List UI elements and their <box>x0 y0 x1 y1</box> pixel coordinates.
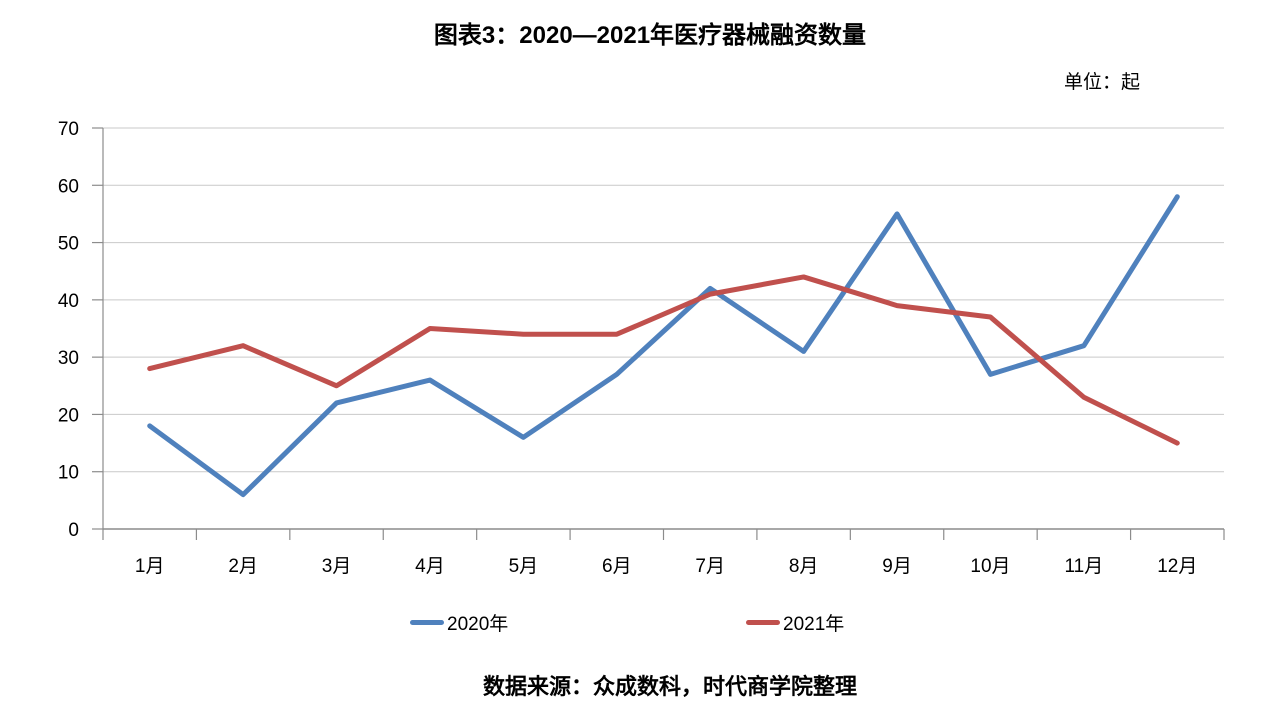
line-chart-plot-area: 0 10 20 30 40 50 60 70 1月 2月 3月 4月 5月 6月 7月 8月 9月 10月 11月 1… <box>58 119 1225 577</box>
x-axis-tick-label: 5月 <box>509 556 539 577</box>
legend-label-2021: 2021年 <box>783 613 845 635</box>
x-axis-tick-label: 3月 <box>322 556 352 577</box>
x-axis-tick-label: 11月 <box>1065 556 1104 577</box>
y-axis-tick-label: 10 <box>58 463 79 484</box>
y-axis-tick-label: 0 <box>68 520 79 541</box>
x-axis-tick-label: 8月 <box>789 556 819 577</box>
source-note: 数据来源：众成数科，时代商学院整理 <box>482 674 858 699</box>
x-axis-tick-label: 1月 <box>135 556 165 577</box>
series-line-2021年 <box>147 274 1180 446</box>
y-axis-tick-label: 30 <box>58 348 79 369</box>
x-axis-tick-label: 10月 <box>970 556 1010 577</box>
x-axis-tick-label: 7月 <box>695 556 725 577</box>
x-axis-tick-label: 4月 <box>415 556 445 577</box>
legend-item-2020: 2020年 <box>410 609 508 635</box>
x-axis-tick-label: 2月 <box>228 556 258 577</box>
y-axis-tick-label: 20 <box>58 405 79 426</box>
y-axis-tick-label: 70 <box>58 119 79 140</box>
legend-label-2020: 2020年 <box>447 613 509 635</box>
y-axis-tick-label: 60 <box>58 176 79 197</box>
legend-item-2021: 2021年 <box>746 609 844 635</box>
x-axis-tick-label: 12月 <box>1157 556 1197 577</box>
legend-line-swatch-2021 <box>746 619 780 625</box>
y-axis-tick-label: 40 <box>58 291 79 312</box>
legend-line-swatch-2020 <box>410 619 444 625</box>
chart-title: 图表3：2020—2021年医疗器械融资数量 <box>433 22 867 49</box>
x-axis-tick-label: 6月 <box>602 556 632 577</box>
chart-legend: 2020年 2021年 <box>0 609 1280 635</box>
y-axis-tick-label: 50 <box>58 234 79 255</box>
unit-label: 单位：起 <box>1063 72 1140 93</box>
series-line-2020年 <box>147 194 1180 498</box>
x-axis-tick-label: 9月 <box>882 556 912 577</box>
